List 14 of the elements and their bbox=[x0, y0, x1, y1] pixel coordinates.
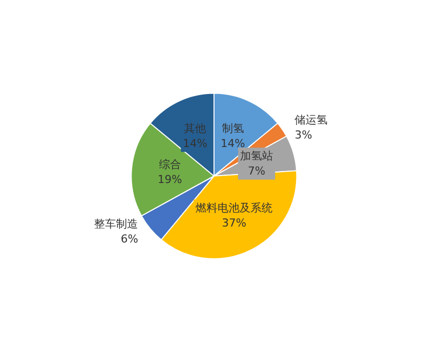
slice-label: 整车制造 bbox=[94, 217, 138, 230]
slice-label: 综合 bbox=[158, 158, 181, 171]
data-label: 37% bbox=[222, 216, 246, 230]
data-label: 6% bbox=[120, 232, 138, 246]
slice-label: 储运氢 bbox=[294, 113, 328, 126]
data-label: 7% bbox=[248, 164, 266, 178]
data-label: 14% bbox=[220, 136, 246, 150]
slice-label: 制氢 bbox=[222, 122, 244, 135]
slice-label: 其他 bbox=[184, 122, 206, 135]
slice-label: 加氢站 bbox=[240, 150, 274, 163]
slice-label: 燃料电池及系统 bbox=[196, 202, 273, 215]
data-label: 3% bbox=[294, 128, 312, 142]
data-label: 14% bbox=[182, 136, 208, 150]
data-label: 19% bbox=[158, 172, 182, 186]
